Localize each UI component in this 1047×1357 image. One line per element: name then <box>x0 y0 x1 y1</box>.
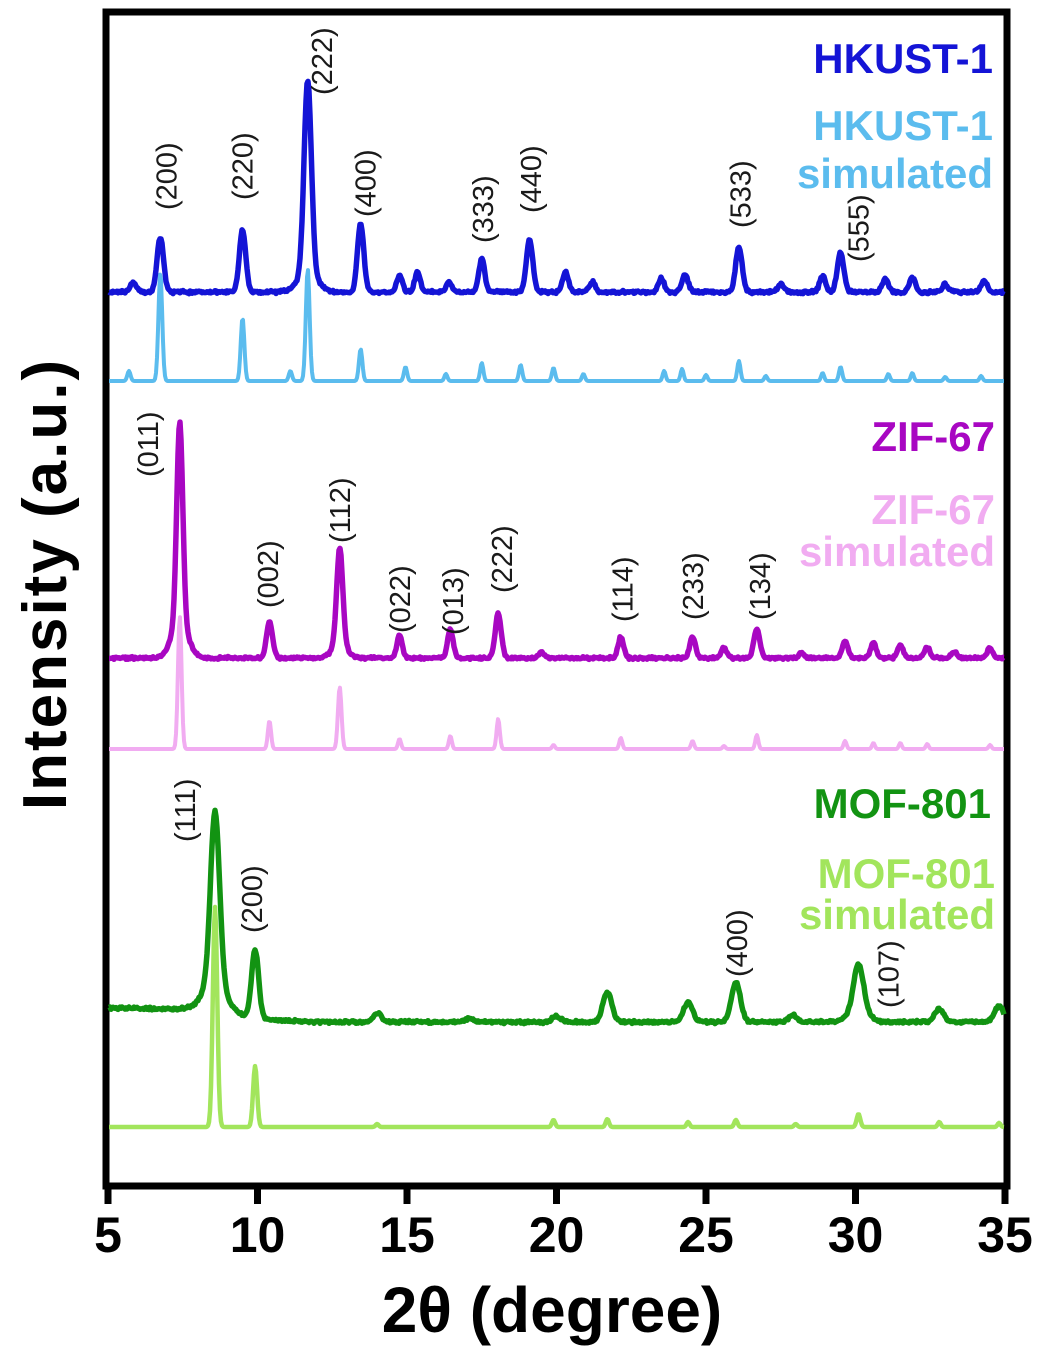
peak-label-533: (533) <box>725 160 757 228</box>
x-tick-label-5: 5 <box>94 1207 122 1263</box>
trace-zif-67 <box>107 419 1006 663</box>
legend-zif-67-simulated-line1: ZIF-67 <box>871 486 995 533</box>
axis-titles: 2θ (degree) Intensity (a.u.) <box>11 358 722 1346</box>
trace-zif-67-simulated <box>108 615 1005 751</box>
peak-label-134: (134) <box>745 552 777 620</box>
peak-label-011: (011) <box>133 411 165 477</box>
peak-label-013: (013) <box>438 567 470 635</box>
peak-label-111: (111) <box>170 779 202 842</box>
peak-label-200: (200) <box>151 142 183 210</box>
peak-label-333: (333) <box>468 175 500 243</box>
legend-zif-67-line1: ZIF-67 <box>871 413 995 460</box>
x-tick-label-25: 25 <box>678 1207 734 1263</box>
legend-mof-801-simulated-line2: simulated <box>799 891 995 938</box>
peak-label-400: (400) <box>722 909 754 977</box>
peak-label-022: (022) <box>385 565 417 633</box>
legend-zif-67-simulated-line2: simulated <box>799 528 995 575</box>
x-tick-label-15: 15 <box>379 1207 435 1263</box>
trace-mof-801 <box>107 807 1007 1027</box>
peak-label-107: (107) <box>873 940 905 1008</box>
legend-hkust-1-simulated-line1: HKUST-1 <box>813 102 993 149</box>
trace-mof-801-simulated <box>107 904 1006 1130</box>
legend-mof-801-simulated-line1: MOF-801 <box>818 850 995 897</box>
plot-border <box>102 8 1011 1190</box>
legend: HKUST-1HKUST-1simulatedZIF-67ZIF-67simul… <box>797 35 995 938</box>
peak-labels: (200) (220) (222) (400) (333) (440) (533) (555)… <box>133 27 905 1008</box>
peak-label-114: (114) <box>607 556 639 622</box>
trace-hkust-1-simulated <box>108 268 1005 383</box>
x-tick-label-35: 35 <box>977 1207 1033 1263</box>
peak-label-112: (112) <box>325 477 357 543</box>
x-tick-label-10: 10 <box>230 1207 286 1263</box>
legend-mof-801-line1: MOF-801 <box>814 780 991 827</box>
peak-label-200: (200) <box>237 865 269 933</box>
peak-label-233: (233) <box>678 552 710 620</box>
peak-label-555: (555) <box>844 194 876 262</box>
plot-frame <box>102 8 1011 1190</box>
legend-hkust-1-line1: HKUST-1 <box>813 35 993 82</box>
peak-label-440: (440) <box>516 145 548 213</box>
peak-label-400: (400) <box>351 149 383 217</box>
peak-label-222: (222) <box>307 27 339 95</box>
x-axis-title: 2θ (degree) <box>382 1274 722 1346</box>
x-axis: 5 10 15 20 25 30 35 <box>94 1186 1033 1263</box>
peak-label-220: (220) <box>228 132 260 200</box>
peak-label-002: (002) <box>253 540 285 608</box>
peak-label-222: (222) <box>487 525 519 593</box>
x-tick-label-30: 30 <box>828 1207 884 1263</box>
y-axis-title: Intensity (a.u.) <box>11 358 80 810</box>
traces <box>107 78 1007 1130</box>
trace-hkust-1 <box>107 78 1006 297</box>
legend-hkust-1-simulated-line2: simulated <box>797 150 993 197</box>
x-tick-label-20: 20 <box>529 1207 585 1263</box>
